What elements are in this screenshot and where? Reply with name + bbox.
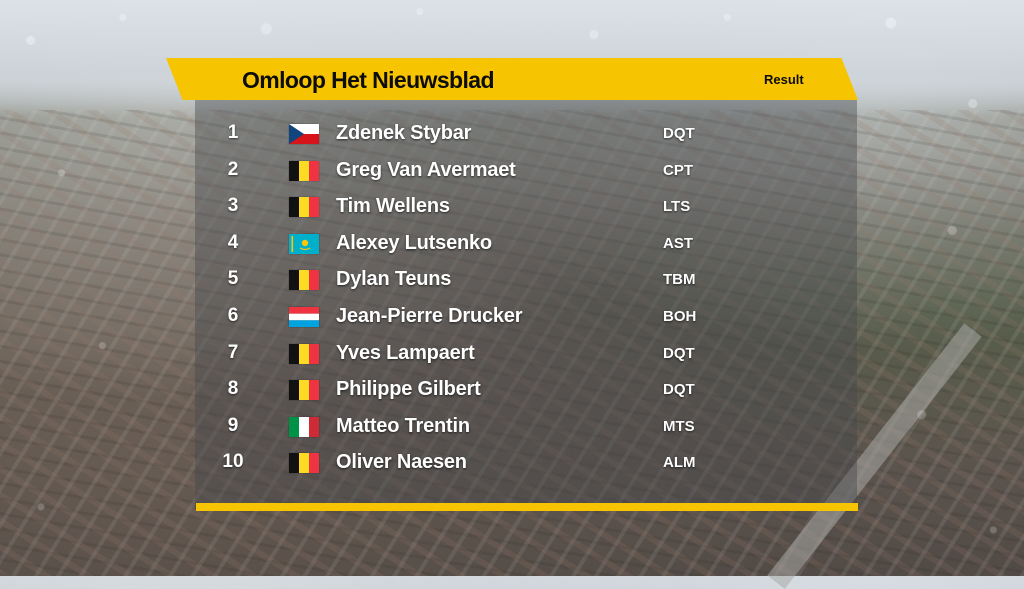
team-code: TBM [663,271,696,289]
result-row: 10 Oliver Naesen ALM [195,445,857,482]
team-code: DQT [663,125,695,142]
result-position: 10 [222,451,244,473]
rider-name: Dylan Teuns [336,268,452,291]
rider-name: Yves Lampaert [336,341,475,364]
team-code: AST [663,234,693,252]
result-position: 5 [227,268,239,290]
team-code: DQT [663,381,695,399]
team-code: ALM [663,454,696,472]
result-row: 6 Jean-Pierre Drucker BOH [195,299,857,336]
rider-name: Alexey Lutsenko [336,231,492,254]
result-position: 9 [227,414,239,436]
belgium-flag-icon [289,343,319,364]
result-position: 6 [227,304,239,326]
rider-name: Zdenek Stybar [336,122,472,144]
result-position: 3 [227,195,239,217]
header-bar [166,58,858,100]
result-position: 4 [227,231,239,253]
team-code: DQT [663,344,695,362]
belgium-flag-icon [289,453,319,474]
result-row: 1 Zdenek Stybar DQT [195,116,857,153]
rider-name: Tim Wellens [336,195,450,218]
rider-name: Jean-Pierre Drucker [336,304,523,327]
result-position: 8 [227,378,239,400]
kazakhstan-flag-icon [289,233,319,254]
rider-name: Greg Van Avermaet [336,158,516,181]
result-row: 2 Greg Van Avermaet CPT [195,153,857,190]
rider-name: Oliver Naesen [336,451,467,474]
team-code: BOH [663,307,697,325]
belgium-flag-icon [289,160,319,181]
belgium-flag-icon [289,380,319,401]
team-code: CPT [663,161,693,179]
czech-republic-flag-icon [289,124,319,144]
result-row: 3 Tim Wellens LTS [195,189,857,226]
belgium-flag-icon [289,270,319,291]
footer-bar [196,503,858,511]
luxembourg-flag-icon [289,306,319,327]
belgium-flag-icon [289,197,319,218]
results-list: 1 Zdenek Stybar DQT 2 Greg Van Avermaet … [195,116,857,482]
italy-flag-icon [289,416,319,437]
result-row: 9 Matteo Trentin MTS [195,409,857,446]
team-code: MTS [663,417,695,435]
result-position: 2 [227,158,239,180]
result-row: 8 Philippe Gilbert DQT [195,372,857,409]
result-position: 7 [227,341,239,363]
result-row: 5 Dylan Teuns TBM [195,262,857,299]
result-row: 7 Yves Lampaert DQT [195,336,857,373]
team-code: LTS [663,198,691,216]
rider-name: Matteo Trentin [336,414,470,437]
result-position: 1 [227,122,239,143]
rider-name: Philippe Gilbert [336,378,481,401]
result-label: Result [764,72,804,87]
result-row: 4 Alexey Lutsenko AST [195,226,857,263]
race-title: Omloop Het Nieuwsblad [242,67,495,93]
